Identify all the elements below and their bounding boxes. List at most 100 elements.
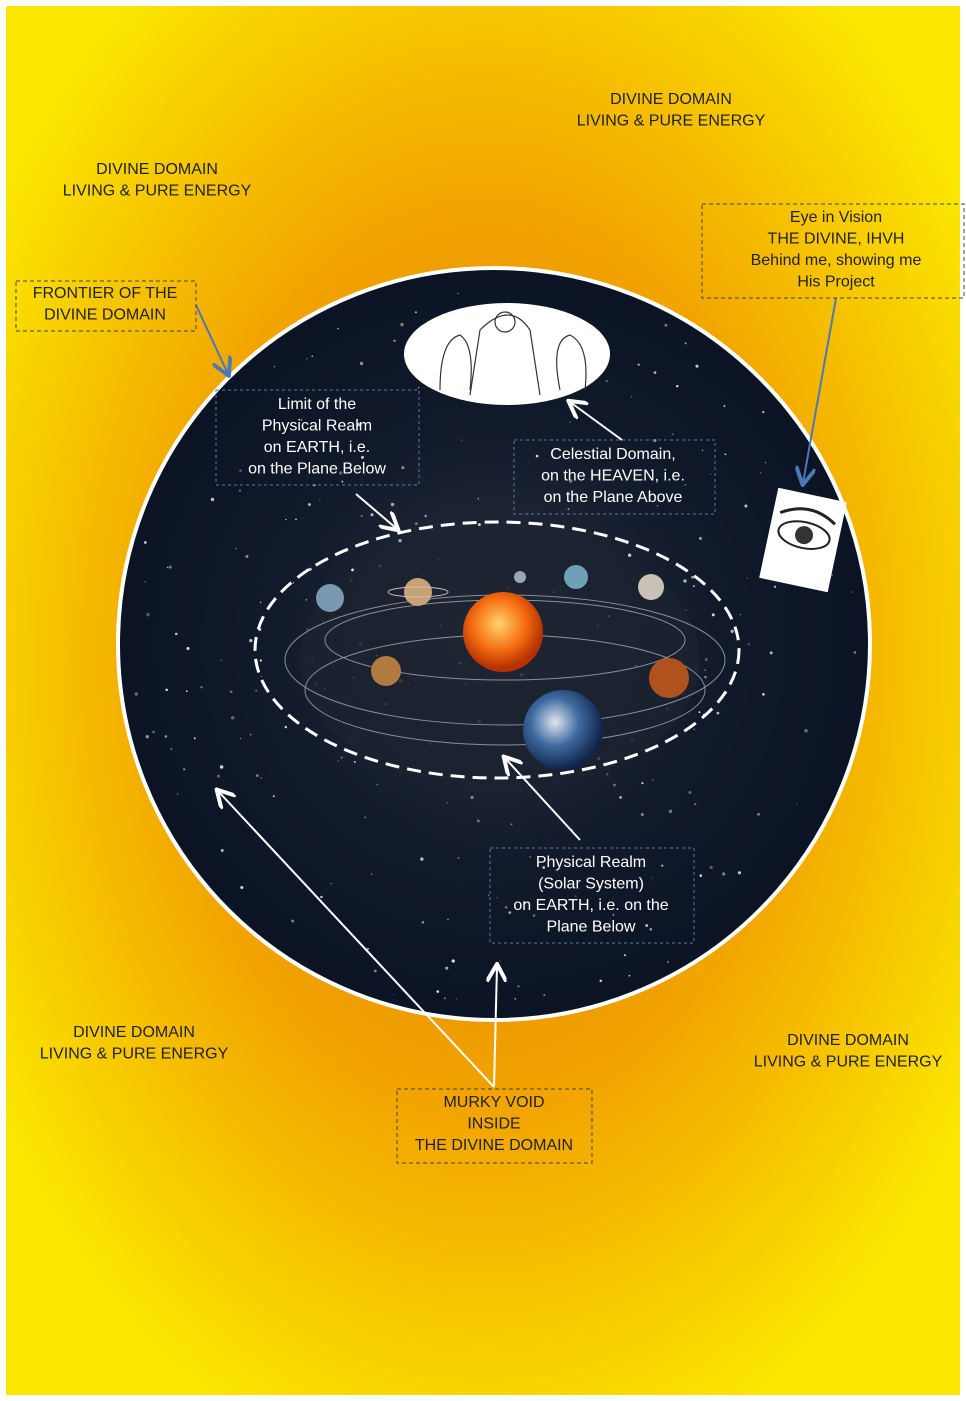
label-line: THE DIVINE DOMAIN: [415, 1137, 573, 1154]
star: [517, 985, 519, 987]
star: [360, 362, 363, 365]
star: [694, 803, 696, 805]
star: [669, 810, 672, 813]
star: [447, 802, 448, 803]
star: [744, 505, 747, 508]
planet: [316, 584, 344, 612]
star: [337, 328, 338, 329]
star: [169, 566, 172, 569]
star: [661, 864, 663, 866]
label-line: LIVING & PURE ENERGY: [40, 1046, 229, 1063]
star: [393, 994, 394, 995]
star: [240, 738, 241, 739]
star: [700, 874, 703, 877]
star: [641, 782, 643, 784]
star: [712, 613, 715, 616]
star: [365, 817, 366, 818]
star: [730, 630, 733, 633]
star: [371, 513, 374, 516]
star: [285, 519, 286, 520]
star: [613, 914, 615, 916]
star: [685, 610, 686, 611]
star: [461, 440, 462, 441]
star: [311, 355, 313, 357]
planet: [649, 658, 689, 698]
star: [306, 358, 308, 360]
planet: [371, 656, 401, 686]
label-line: LIVING & PURE ENERGY: [754, 1054, 943, 1071]
star: [683, 579, 686, 582]
star: [320, 896, 322, 898]
star: [664, 324, 667, 327]
star: [629, 975, 631, 977]
planet: [564, 565, 588, 589]
star: [273, 795, 275, 797]
star: [740, 614, 741, 615]
label-line: Plane Below: [547, 919, 636, 936]
star: [765, 462, 766, 463]
star: [458, 293, 459, 294]
label-line: DIVINE DOMAIN: [787, 1032, 909, 1049]
label-line: INSIDE: [467, 1116, 520, 1133]
star: [722, 872, 725, 875]
planet: [404, 578, 432, 606]
star: [230, 690, 233, 693]
star: [444, 997, 446, 999]
label-line: DIVINE DOMAIN: [44, 307, 166, 324]
star: [167, 567, 169, 569]
star: [424, 515, 426, 517]
star: [693, 729, 695, 731]
star: [420, 857, 423, 860]
star: [186, 690, 188, 692]
star: [319, 499, 320, 500]
star: [398, 539, 401, 542]
star: [606, 773, 608, 775]
star: [374, 970, 377, 973]
star: [177, 793, 178, 794]
star: [478, 498, 479, 499]
label-line: Physical Realm: [262, 418, 372, 435]
star: [477, 819, 480, 822]
star: [393, 340, 395, 342]
star: [572, 829, 573, 830]
star: [685, 342, 687, 344]
label-line: (Solar System): [538, 876, 644, 893]
star: [723, 405, 725, 407]
star: [717, 712, 720, 715]
star: [211, 498, 214, 501]
label-line: Limit of the: [278, 396, 356, 413]
star: [702, 450, 703, 451]
star: [705, 658, 708, 661]
star: [293, 582, 294, 583]
star: [458, 857, 460, 859]
star: [600, 980, 603, 983]
star: [653, 439, 656, 442]
star: [236, 548, 237, 549]
star: [710, 866, 713, 869]
star: [221, 660, 222, 661]
star: [676, 385, 678, 387]
star: [239, 469, 242, 472]
star: [341, 481, 343, 483]
star: [613, 784, 616, 787]
star: [274, 366, 275, 367]
star: [748, 643, 750, 645]
star: [797, 803, 798, 804]
star: [456, 998, 457, 999]
star: [624, 954, 626, 956]
star: [371, 874, 372, 875]
star: [505, 906, 507, 908]
star: [239, 490, 241, 492]
label-line: on EARTH, i.e. on the: [513, 897, 668, 914]
star: [738, 871, 741, 874]
star: [231, 716, 234, 719]
star: [165, 689, 167, 691]
star: [376, 784, 378, 786]
star: [415, 311, 417, 313]
star: [422, 921, 424, 923]
star: [688, 791, 691, 794]
star: [445, 967, 448, 970]
star: [187, 647, 190, 650]
star: [144, 581, 145, 582]
star: [260, 659, 262, 661]
